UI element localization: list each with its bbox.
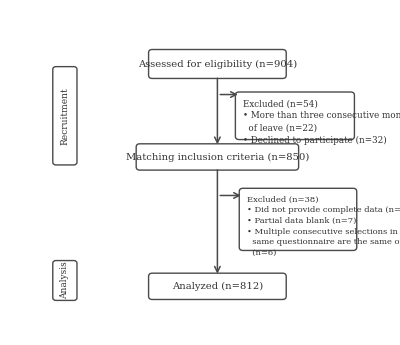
Text: Matching inclusion criteria (n=850): Matching inclusion criteria (n=850)	[126, 152, 309, 161]
FancyBboxPatch shape	[148, 49, 286, 78]
Text: Recruitment: Recruitment	[60, 87, 69, 145]
Text: Assessed for eligibility (n=904): Assessed for eligibility (n=904)	[138, 59, 297, 69]
Text: Analyzed (n=812): Analyzed (n=812)	[172, 282, 263, 291]
Text: Excluded (n=54)
• More than three consecutive months
  of leave (n=22)
• Decline: Excluded (n=54) • More than three consec…	[243, 99, 400, 145]
FancyBboxPatch shape	[148, 273, 286, 299]
Text: Excluded (n=38)
• Did not provide complete data (n=25)
• Partial data blank (n=7: Excluded (n=38) • Did not provide comple…	[247, 196, 400, 257]
FancyBboxPatch shape	[53, 260, 77, 300]
FancyBboxPatch shape	[239, 188, 357, 250]
FancyBboxPatch shape	[53, 67, 77, 165]
FancyBboxPatch shape	[136, 144, 299, 170]
FancyBboxPatch shape	[235, 92, 354, 140]
Text: Analysis: Analysis	[60, 262, 69, 299]
